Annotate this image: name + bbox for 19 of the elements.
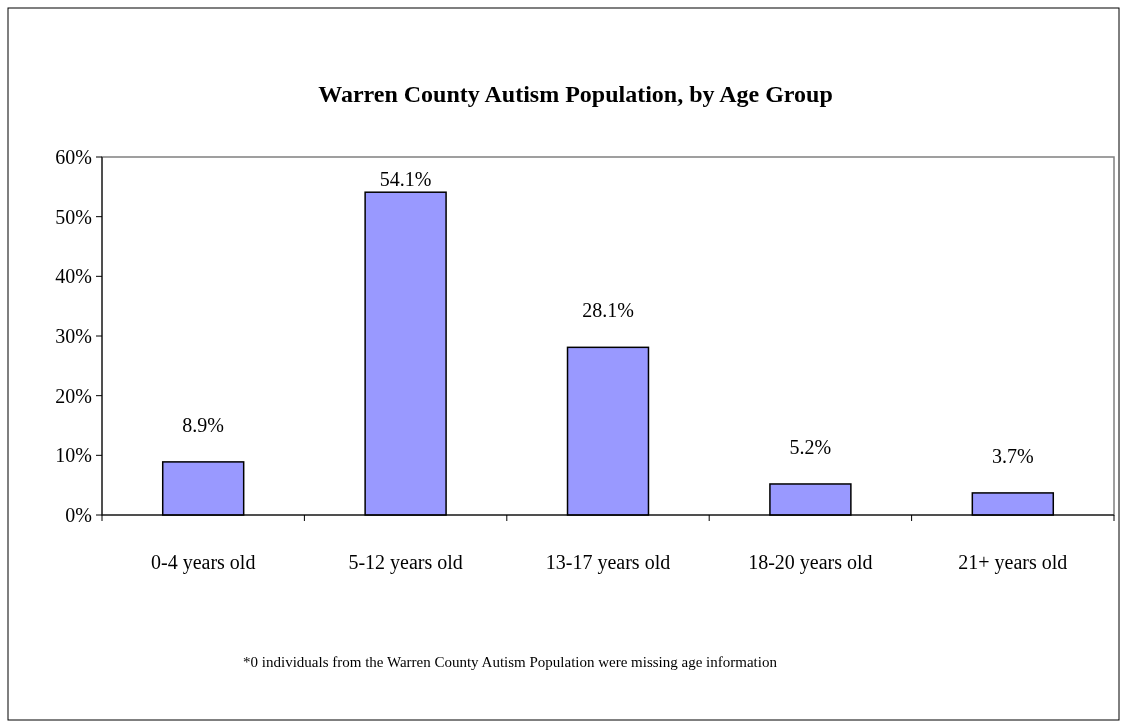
y-tick-label: 10%	[55, 444, 92, 467]
data-label: 5.2%	[789, 435, 832, 458]
y-tick-label: 40%	[55, 265, 92, 288]
x-tick-label: 21+ years old	[958, 551, 1068, 574]
data-label: 28.1%	[582, 299, 634, 322]
x-tick-label: 0-4 years old	[150, 551, 256, 574]
data-label: 54.1%	[379, 168, 432, 191]
y-tick-label: 0%	[65, 504, 92, 526]
y-tick-label: 60%	[55, 146, 92, 168]
y-tick-label: 20%	[55, 384, 92, 407]
chart-title: Warren County Autism Population, by Age Group	[318, 81, 833, 107]
data-label: 3.7%	[991, 444, 1034, 467]
y-tick-label: 30%	[55, 325, 92, 347]
data-label: 8.9%	[182, 413, 225, 436]
y-tick-label: 50%	[55, 205, 92, 228]
x-tick-label: 5-12 years old	[348, 551, 463, 574]
x-tick-label: 18-20 years old	[748, 551, 873, 574]
text: *0 individuals from the Warren County Autism Population were missing age information	[243, 654, 778, 670]
x-tick-label: 13-17 years old	[545, 551, 671, 574]
